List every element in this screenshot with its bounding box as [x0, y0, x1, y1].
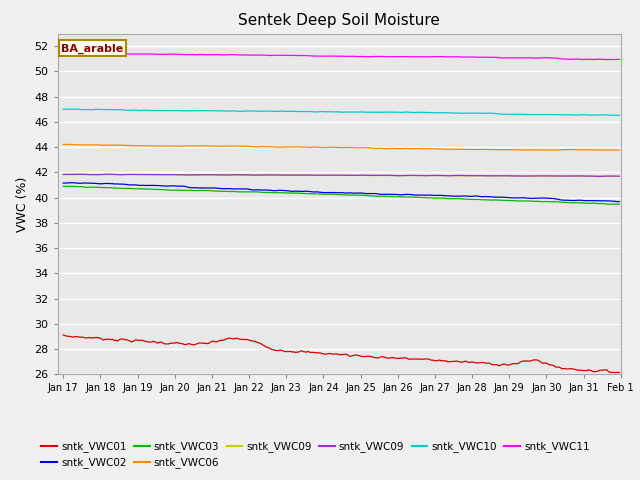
Text: BA_arable: BA_arable: [61, 43, 124, 54]
Legend: sntk_VWC01, sntk_VWC02, sntk_VWC03, sntk_VWC06, sntk_VWC09, sntk_VWC09, sntk_VWC: sntk_VWC01, sntk_VWC02, sntk_VWC03, sntk…: [37, 437, 594, 472]
Y-axis label: VWC (%): VWC (%): [16, 176, 29, 232]
Title: Sentek Deep Soil Moisture: Sentek Deep Soil Moisture: [238, 13, 440, 28]
